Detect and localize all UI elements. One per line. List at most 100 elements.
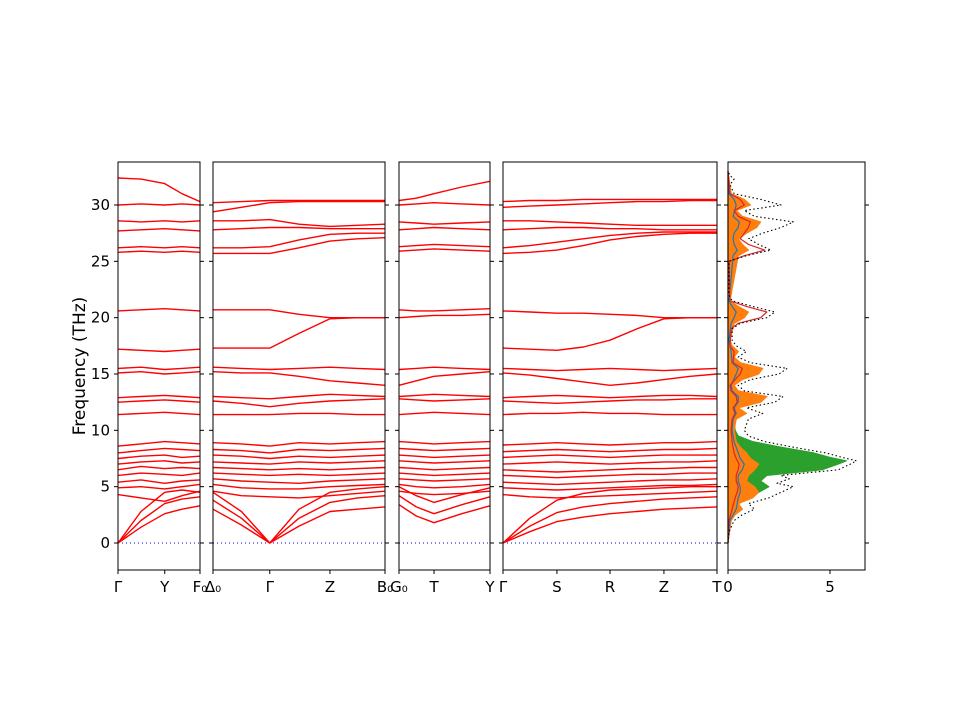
band-line xyxy=(502,483,718,491)
band-line xyxy=(502,466,717,473)
band-line xyxy=(212,371,386,386)
band-panel-1: Γ Y F₀ 0 5 10 15 20 25 30 xyxy=(91,161,208,596)
axes-frame xyxy=(398,161,491,571)
y-tick-label: 20 xyxy=(91,309,110,327)
band-line xyxy=(398,221,491,225)
band-panel-3: G₀ T Y xyxy=(390,161,495,596)
band-line xyxy=(117,454,201,460)
band-line xyxy=(212,226,385,231)
x-tick-label: Γ xyxy=(114,578,123,596)
band-line xyxy=(212,495,386,544)
band-line xyxy=(213,232,385,249)
band-line xyxy=(117,411,201,416)
x-tick-label: F₀ xyxy=(193,578,208,596)
total-dos xyxy=(727,170,858,544)
band-line xyxy=(117,483,201,490)
band-line xyxy=(398,483,491,489)
band-line xyxy=(398,478,491,482)
band-line xyxy=(117,366,201,371)
band-line xyxy=(212,486,386,544)
band-line xyxy=(212,472,386,477)
pdos-blue xyxy=(727,171,745,544)
y-tick-label: 5 xyxy=(100,478,110,496)
band-line xyxy=(502,478,718,486)
band-line xyxy=(398,504,491,524)
band-line xyxy=(398,447,491,452)
x-tick-label: Y xyxy=(484,578,495,596)
y-tick-label: 10 xyxy=(91,421,110,439)
band-line xyxy=(117,220,201,223)
band-line xyxy=(502,372,718,386)
band-line xyxy=(502,231,717,249)
band-line xyxy=(212,466,386,471)
band-line xyxy=(503,220,717,226)
band-line xyxy=(117,465,201,471)
band-line xyxy=(212,200,385,213)
x-tick-label: B₀ xyxy=(377,578,393,596)
band-line xyxy=(212,460,386,465)
band-line xyxy=(213,309,385,319)
x-tick-label: Z xyxy=(325,578,335,596)
y-tick-label: 15 xyxy=(91,365,110,383)
band-line xyxy=(117,490,201,502)
band-line xyxy=(213,218,386,228)
band-line xyxy=(502,394,718,399)
band-line xyxy=(502,317,717,351)
x-tick-label: 0 xyxy=(723,578,733,596)
band-line xyxy=(398,472,491,477)
band-line xyxy=(117,496,201,544)
band-line xyxy=(398,440,491,445)
band-line xyxy=(117,308,201,312)
band-line xyxy=(212,506,386,544)
band-line xyxy=(398,466,491,471)
band-line xyxy=(212,366,386,371)
band-line xyxy=(502,398,717,404)
band-line xyxy=(398,371,491,386)
band-line xyxy=(502,411,717,416)
band-line xyxy=(117,177,201,203)
x-tick-label: Γ xyxy=(499,578,508,596)
x-tick-label: Γ xyxy=(266,578,275,596)
band-line xyxy=(398,398,491,402)
band-line xyxy=(117,440,201,447)
x-tick-label: G₀ xyxy=(390,578,408,596)
band-line xyxy=(212,440,386,447)
x-tick-label: T xyxy=(711,578,722,596)
x-tick-label: R xyxy=(605,578,615,596)
x-tick-label: Z xyxy=(659,578,669,596)
band-line xyxy=(213,237,386,255)
y-tick-label: 25 xyxy=(91,252,110,270)
band-line xyxy=(502,447,718,453)
band-line xyxy=(502,310,717,319)
band-line xyxy=(398,366,491,371)
axes-frame xyxy=(727,161,866,571)
band-line xyxy=(117,447,201,454)
band-line xyxy=(502,486,717,544)
band-line xyxy=(117,479,201,484)
band-line xyxy=(117,460,201,465)
band-line xyxy=(213,412,385,416)
band-line xyxy=(117,246,201,249)
band-line xyxy=(398,202,491,206)
band-line xyxy=(398,243,491,248)
band-line xyxy=(398,226,491,231)
band-line xyxy=(398,411,491,416)
band-line xyxy=(502,367,718,372)
band-line xyxy=(398,495,491,515)
y-tick-label: 30 xyxy=(91,196,110,214)
band-line xyxy=(212,447,386,454)
band-line xyxy=(117,399,201,403)
y-tick-label: 0 xyxy=(100,534,110,552)
band-line xyxy=(502,454,717,459)
band-line xyxy=(212,490,386,499)
band-line xyxy=(117,348,201,353)
band-panel-2: Δ₀ Γ Z B₀ xyxy=(205,161,393,596)
band-line xyxy=(212,483,386,490)
band-line xyxy=(117,394,201,399)
band-line xyxy=(398,308,491,312)
band-line xyxy=(212,478,386,484)
band-line xyxy=(117,505,201,544)
band-line xyxy=(502,496,718,544)
